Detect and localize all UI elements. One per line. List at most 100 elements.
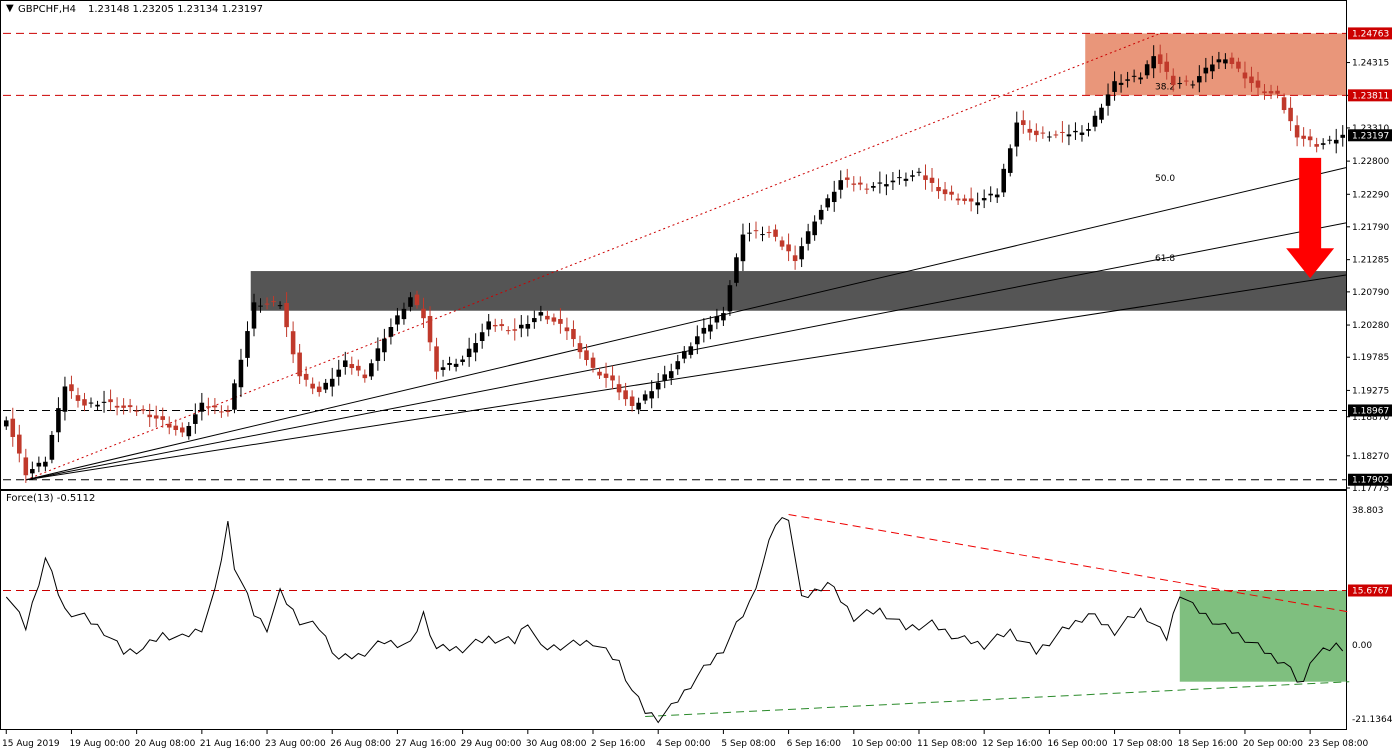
candle-body: [1118, 82, 1124, 85]
candle-body: [3, 420, 9, 427]
candle-body: [851, 183, 857, 185]
candle-body: [1021, 120, 1026, 126]
candle-body: [962, 198, 967, 201]
candle-body: [1203, 67, 1209, 74]
candle-body: [1190, 84, 1196, 86]
x-tick-label: 20 Sep 00:00: [1243, 739, 1303, 749]
y-tick-label: 1.22290: [1352, 190, 1389, 200]
candle-body: [1086, 129, 1091, 131]
candle-body: [382, 338, 387, 353]
candle-body: [701, 327, 707, 334]
candle-body: [558, 318, 563, 324]
candle-body: [910, 175, 915, 177]
x-tick-label: 19 Aug 00:00: [69, 739, 130, 749]
x-tick-label: 20 Aug 08:00: [135, 739, 196, 749]
candle-body: [571, 329, 576, 340]
candle-body: [603, 373, 609, 378]
candle-body: [831, 191, 837, 203]
candle-body: [75, 395, 81, 401]
candle-body: [695, 336, 700, 345]
x-tick-label: 4 Sep 00:00: [656, 739, 711, 749]
symbol-dropdown-icon[interactable]: ▼: [6, 3, 14, 14]
indicator-pane-frame: [0, 490, 1347, 730]
x-tick-label: 12 Sep 16:00: [982, 739, 1042, 749]
price-pane-frame: [0, 0, 1347, 490]
candle-body: [342, 360, 348, 367]
candle-body: [799, 246, 804, 260]
price-tag: [1348, 27, 1392, 40]
candle-body: [1053, 134, 1059, 136]
price-tag-label: 1.23811: [1352, 91, 1389, 101]
candle-body: [968, 198, 974, 202]
candle-body: [1327, 139, 1332, 141]
candle-body: [1242, 72, 1248, 79]
candle-body: [36, 462, 42, 467]
indicator-zone: [1179, 590, 1346, 682]
candle-body: [369, 363, 374, 377]
candle-body: [1040, 132, 1046, 134]
candle-body: [166, 423, 172, 428]
candle-body: [714, 316, 720, 323]
candle-body: [499, 324, 505, 327]
candle-body: [727, 285, 733, 312]
candle-body: [134, 410, 139, 412]
candle-body: [871, 185, 876, 188]
candle-body: [812, 221, 817, 236]
candle-body: [199, 402, 205, 412]
price-tag-label: 1.18967: [1352, 406, 1389, 416]
candle-body: [206, 406, 211, 408]
candle-body: [590, 357, 596, 368]
candle-body: [597, 371, 602, 376]
candle-body: [890, 180, 896, 183]
candle-body: [1183, 80, 1189, 82]
candle-body: [538, 312, 544, 316]
y-tick-label: 1.23310: [1352, 124, 1389, 134]
candle-body: [708, 324, 713, 332]
candle-body: [949, 191, 954, 195]
y-tick-label: 1.17775: [1352, 484, 1389, 494]
candle-body: [245, 331, 250, 358]
candle-body: [805, 231, 811, 244]
candle-body: [1007, 148, 1013, 173]
candle-body: [740, 234, 746, 262]
candle-body: [1288, 107, 1293, 122]
candle-body: [1105, 94, 1111, 106]
candle-body: [1197, 76, 1202, 83]
x-tick-label: 15 Aug 2019: [2, 739, 60, 749]
candle-body: [1014, 122, 1020, 147]
candle-body: [1320, 143, 1326, 145]
candle-body: [629, 396, 635, 406]
candle-body: [955, 198, 961, 201]
candle-body: [329, 378, 335, 387]
candle-body: [101, 401, 107, 403]
candle-body: [264, 303, 270, 305]
indicator-trendline-upper: [788, 513, 1350, 613]
price-tag: [1348, 473, 1392, 486]
price-tag: [1348, 404, 1392, 417]
candle-body: [525, 323, 531, 329]
candle-body: [492, 324, 498, 327]
candle-body: [284, 302, 289, 328]
candle-body: [1131, 75, 1137, 77]
candle-body: [453, 363, 459, 367]
candle-body: [1314, 144, 1319, 147]
candle-body: [642, 394, 648, 401]
price-tag: [1348, 89, 1392, 102]
candle-body: [1060, 131, 1065, 133]
candle-body: [108, 399, 113, 403]
candle-body: [277, 305, 283, 307]
candle-body: [1125, 79, 1130, 81]
x-tick-label: 27 Aug 16:00: [395, 739, 456, 749]
candle-body: [127, 405, 133, 408]
candle-body: [440, 367, 446, 370]
candle-body: [988, 193, 993, 196]
candle-body: [668, 371, 674, 379]
candle-body: [401, 308, 407, 320]
candle-body: [975, 202, 980, 206]
candle-body: [82, 399, 87, 406]
candle-body: [238, 359, 244, 388]
candle-body: [473, 343, 478, 353]
candle-body: [180, 427, 185, 433]
candle-body: [232, 383, 237, 410]
candle-body: [786, 244, 791, 252]
